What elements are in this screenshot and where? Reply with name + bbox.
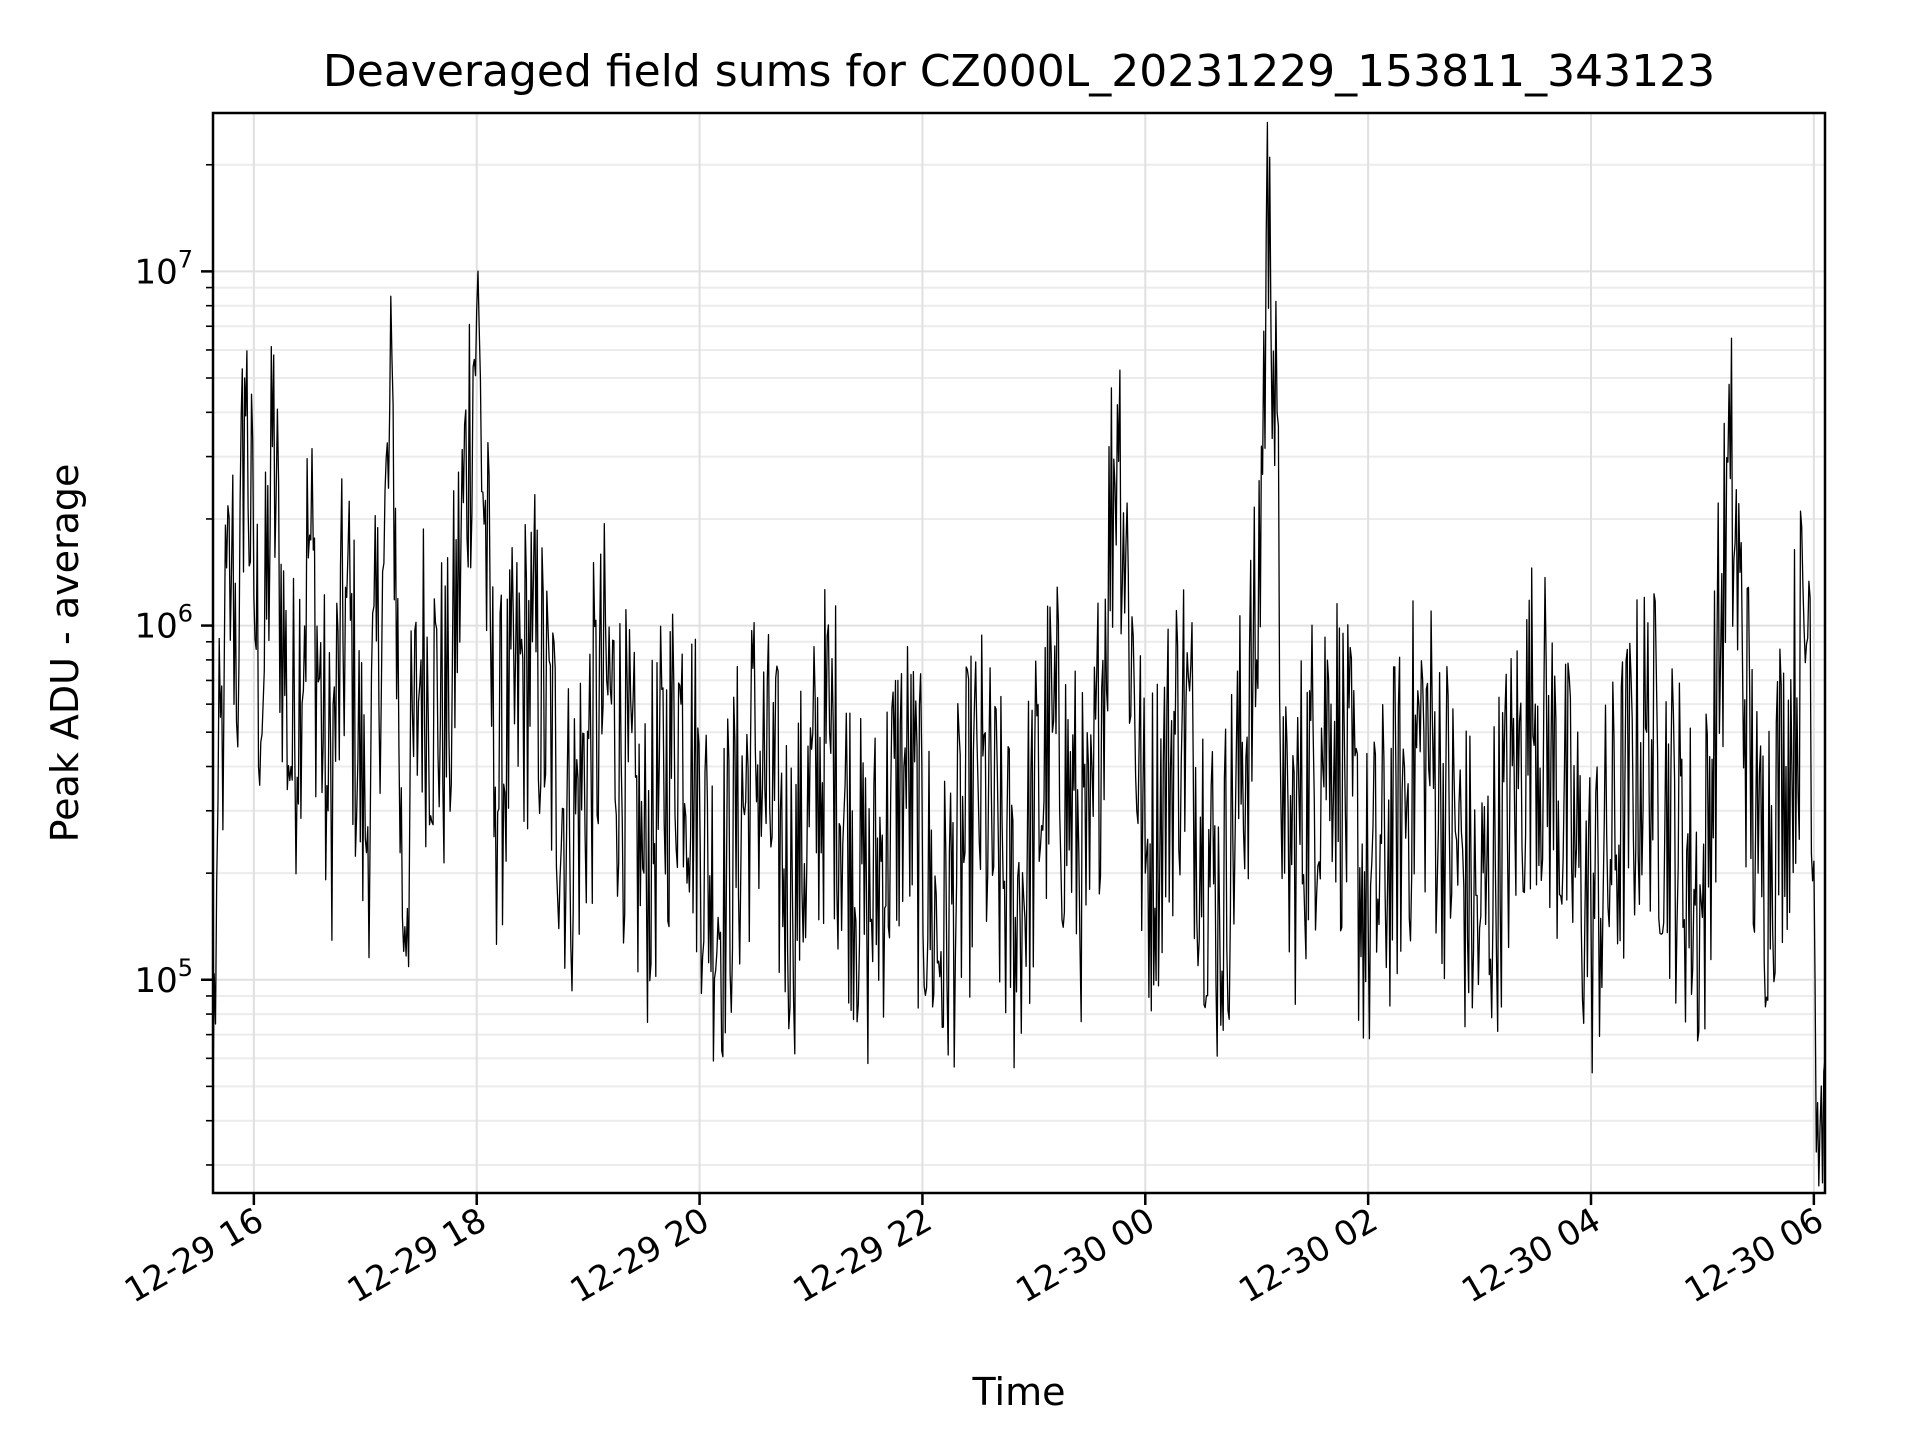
y-tick-label: 107: [134, 245, 193, 292]
series-line: [212, 121, 1826, 1187]
x-tick-label: 12-30 02: [1232, 1200, 1384, 1311]
x-tick-label: 12-30 04: [1455, 1200, 1607, 1311]
x-tick-label: 12-29 18: [341, 1200, 493, 1311]
y-tick-label: 106: [134, 600, 193, 647]
x-tick-label: 12-29 16: [118, 1200, 270, 1311]
x-tick-label: 12-29 20: [564, 1200, 716, 1311]
x-axis-label: Time: [972, 1370, 1066, 1414]
chart-title: Deaveraged field sums for CZ000L_2023122…: [323, 46, 1715, 97]
x-tick-label: 12-30 00: [1009, 1200, 1161, 1311]
plot-frame: [211, 111, 1827, 1195]
y-tick-label: 105: [134, 954, 193, 1001]
x-tick-label: 12-30 06: [1678, 1200, 1830, 1311]
x-tick-label: 12-29 22: [787, 1200, 939, 1311]
grid: [213, 113, 1825, 1193]
y-axis-label: Peak ADU - average: [43, 464, 87, 843]
